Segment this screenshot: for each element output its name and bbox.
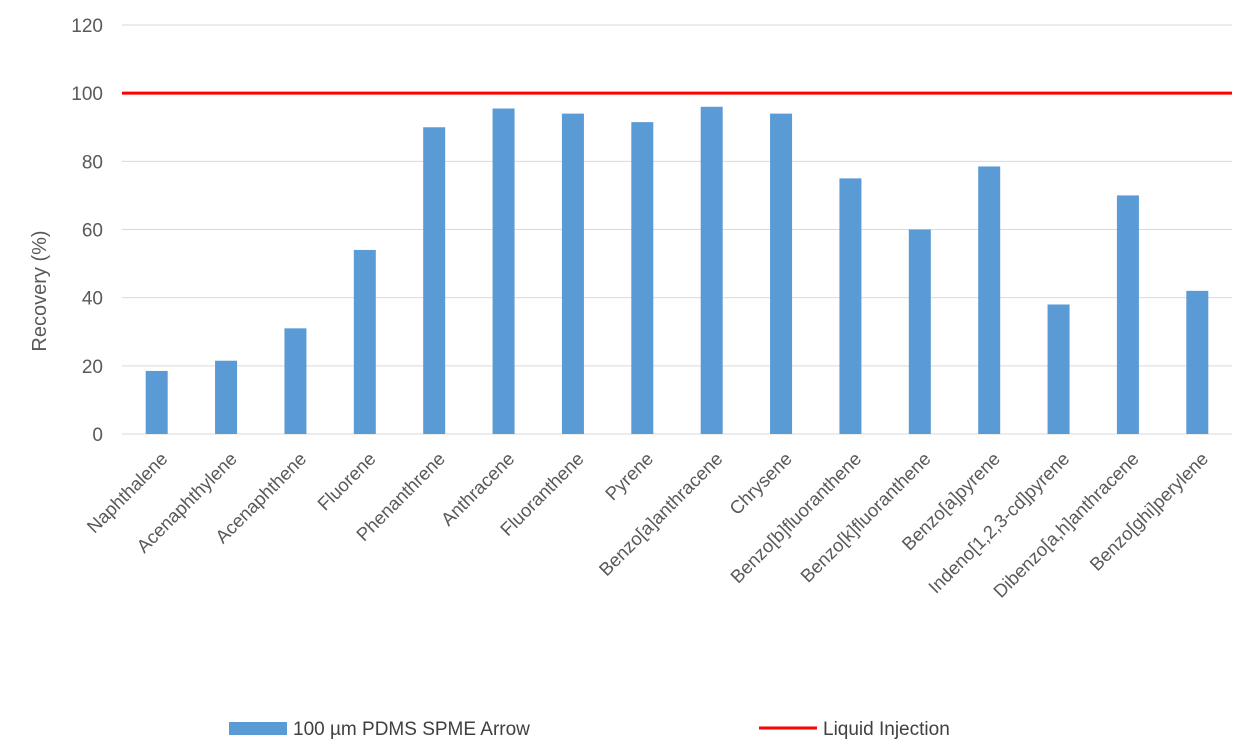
bar: [700, 106, 723, 435]
x-category-label: Benzo[a]anthracene: [595, 448, 727, 580]
bar: [492, 108, 515, 435]
x-category-label: Benzo[k]fluoranthene: [796, 448, 934, 586]
x-category-label: Benzo[ghi]perylene: [1085, 448, 1212, 575]
bar: [1116, 195, 1139, 434]
bar: [145, 370, 168, 434]
bar: [631, 122, 654, 434]
legend-label-line: Liquid Injection: [823, 719, 950, 739]
x-category-label: Fluorene: [313, 448, 379, 514]
bar: [908, 229, 931, 434]
y-tick-label: 20: [82, 357, 103, 378]
x-category-label: Benzo[b]fluoranthene: [726, 448, 865, 587]
bar: [839, 178, 862, 434]
y-tick-label: 120: [71, 16, 103, 37]
bar: [978, 166, 1001, 434]
bar: [561, 113, 584, 434]
bar: [353, 249, 376, 434]
bar: [423, 127, 446, 434]
bar: [1186, 290, 1209, 434]
bar: [770, 113, 793, 434]
y-axis-tick-labels: 0 20 40 60 80 100 120: [71, 16, 103, 446]
legend: 100 µm PDMS SPME Arrow Liquid Injection: [229, 719, 950, 739]
bar-series: [145, 106, 1209, 435]
legend-label-bar: 100 µm PDMS SPME Arrow: [293, 719, 530, 739]
y-tick-label: 40: [82, 289, 103, 310]
x-category-label: Pyrene: [601, 448, 657, 504]
y-tick-label: 0: [92, 425, 103, 446]
y-tick-label: 60: [82, 221, 103, 242]
y-tick-label: 80: [82, 152, 103, 173]
y-tick-label: 100: [71, 84, 103, 105]
legend-swatch-bar: [229, 722, 287, 735]
bar: [284, 328, 307, 434]
x-category-label: Indeno[1,2,3-cd]pyrene: [924, 448, 1073, 597]
bar: [1047, 304, 1070, 434]
bar: [215, 360, 238, 434]
y-axis-title: Recovery (%): [29, 230, 51, 351]
x-category-label: Chrysene: [725, 448, 796, 519]
